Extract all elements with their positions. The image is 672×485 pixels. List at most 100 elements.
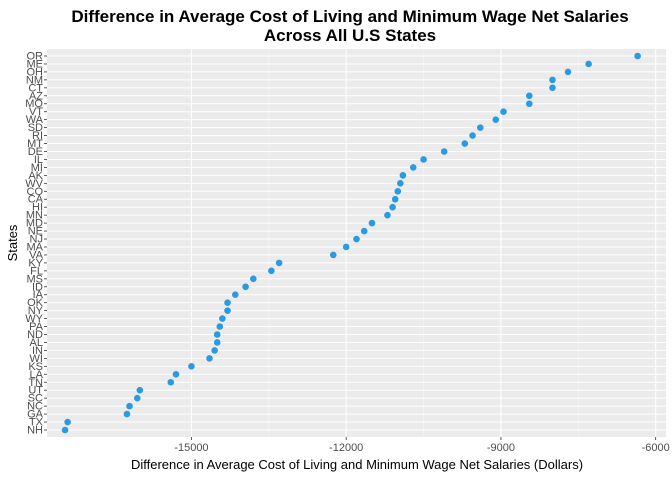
y-tick-label: LA	[30, 369, 44, 381]
data-point-AL	[213, 339, 221, 346]
y-tick-label: SC	[28, 393, 43, 405]
data-point-WY	[219, 315, 226, 322]
data-point-SD	[477, 124, 484, 131]
y-tick-label: WV	[25, 178, 43, 190]
data-point-CO	[394, 187, 402, 195]
chart-title-line-2: Across All U.S States	[264, 26, 436, 45]
y-tick-label: NC	[27, 401, 43, 413]
data-point-IN	[211, 347, 218, 354]
y-tick-label: ME	[27, 58, 44, 70]
y-tick-label: NH	[27, 425, 43, 437]
y-tick-label: DE	[28, 146, 43, 158]
y-tick-label: CO	[27, 186, 44, 198]
y-tick-label: UT	[28, 385, 43, 397]
x-axis-label: Difference in Average Cost of Living and…	[131, 457, 583, 472]
y-tick-label: GA	[27, 409, 44, 421]
data-point-GA	[123, 410, 131, 418]
data-point-VA	[329, 251, 337, 259]
data-point-MD	[368, 219, 376, 227]
y-tick-label: MI	[31, 162, 43, 174]
data-point-MS	[250, 275, 257, 283]
y-tick-label: OR	[27, 51, 44, 63]
y-tick-label: TN	[28, 377, 43, 389]
y-tick-label: FL	[30, 265, 43, 277]
data-point-NE	[360, 227, 368, 235]
y-tick-label: NJ	[30, 234, 43, 246]
data-point-WI	[206, 355, 213, 362]
y-tick-label: OK	[27, 297, 44, 309]
y-tick-label: ID	[32, 281, 43, 293]
y-tick-label: CT	[28, 82, 43, 94]
data-point-FL	[268, 267, 275, 275]
data-point-PA	[216, 323, 224, 330]
chart-title-line-1: Difference in Average Cost of Living and…	[71, 7, 628, 26]
data-point-OR	[634, 52, 641, 60]
data-point-ME	[585, 60, 592, 68]
data-point-TN	[167, 378, 175, 386]
x-tick-label: -6000	[642, 442, 670, 454]
y-tick-label: NY	[28, 305, 44, 317]
data-point-IL	[420, 156, 427, 163]
data-point-MO	[526, 100, 533, 108]
data-point-SC	[133, 394, 141, 402]
data-point-DE	[440, 148, 448, 155]
y-tick-label: AL	[30, 337, 43, 349]
data-point-IA	[231, 291, 239, 299]
y-tick-label: VT	[29, 106, 43, 118]
data-point-KS	[188, 363, 195, 370]
y-tick-label: MO	[25, 98, 43, 110]
y-tick-label: ND	[27, 329, 43, 341]
y-tick-label: TX	[29, 417, 44, 429]
y-tick-label: AZ	[29, 90, 43, 102]
x-tick-label: -15000	[174, 442, 208, 454]
data-point-MI	[409, 164, 417, 171]
y-tick-label: NE	[28, 226, 43, 238]
y-tick-label: MN	[26, 210, 43, 222]
y-tick-label: WY	[25, 313, 43, 325]
y-tick-label: HI	[32, 202, 43, 214]
y-tick-label: KY	[28, 257, 43, 269]
data-point-MN	[384, 211, 391, 219]
y-axis-label: States	[5, 224, 20, 261]
data-point-NH	[61, 426, 69, 434]
data-point-AZ	[526, 92, 533, 100]
y-tick-label: IL	[34, 154, 43, 166]
data-point-VT	[500, 108, 507, 116]
y-tick-label: VA	[29, 249, 44, 261]
data-point-MT	[461, 140, 469, 147]
data-point-WA	[492, 116, 500, 123]
y-tick-label: NM	[26, 74, 43, 86]
data-point-WV	[397, 180, 404, 187]
data-point-KY	[275, 259, 283, 267]
data-point-TX	[64, 418, 71, 426]
x-tick-label: -12000	[329, 442, 363, 454]
data-point-HI	[389, 203, 396, 211]
data-point-MA	[342, 243, 350, 251]
y-tick-label: KS	[28, 361, 43, 373]
data-point-CT	[549, 84, 556, 92]
data-point-NC	[126, 402, 133, 410]
data-point-NJ	[353, 235, 360, 243]
y-tick-label: MD	[26, 218, 43, 230]
y-tick-label: WI	[30, 353, 43, 365]
y-tick-label: RI	[32, 130, 43, 142]
data-point-OK	[224, 299, 231, 306]
data-point-NM	[549, 76, 556, 84]
y-tick-label: SD	[28, 122, 43, 134]
x-tick-label: -9000	[487, 442, 515, 454]
y-tick-label: IA	[33, 289, 44, 301]
data-point-RI	[469, 132, 476, 139]
y-tick-label: MT	[27, 138, 43, 150]
data-point-LA	[172, 370, 180, 378]
data-point-ND	[213, 331, 221, 338]
data-point-AK	[399, 172, 407, 179]
y-tick-labels: ORMEOHNMCTAZMOVTWASDRIMTDEILMIAKWVCOCAHI…	[25, 51, 47, 437]
data-point-ID	[242, 283, 249, 291]
y-tick-label: MS	[27, 273, 44, 285]
data-point-OH	[564, 68, 572, 76]
y-tick-label: MA	[27, 241, 44, 253]
data-point-UT	[136, 386, 144, 394]
x-tick-labels: -15000 -12000 -9000 -6000	[174, 437, 670, 454]
